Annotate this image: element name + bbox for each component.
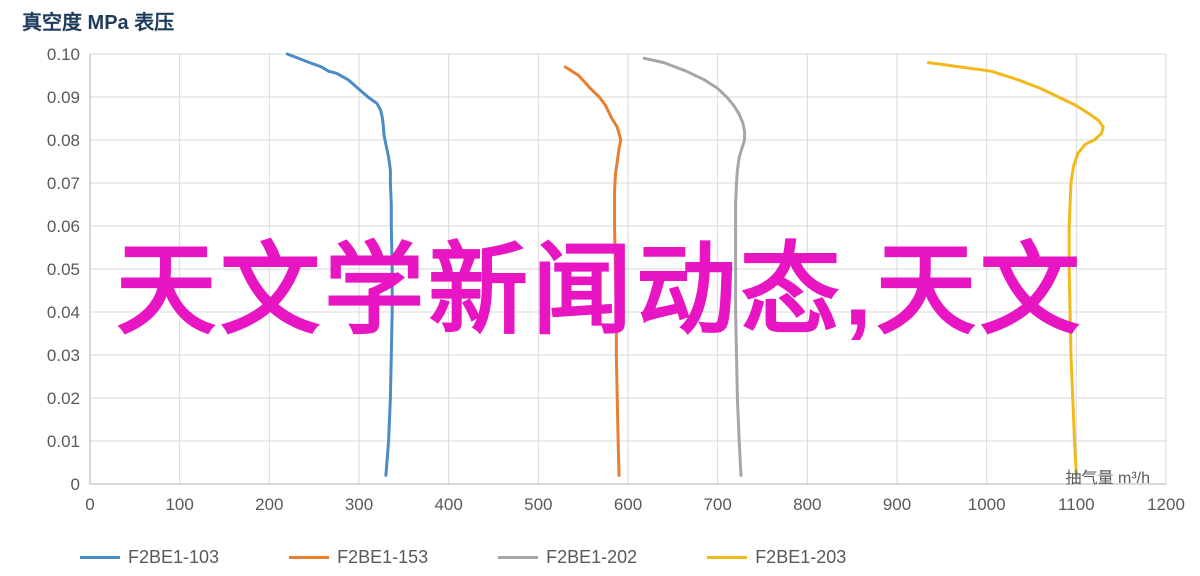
svg-text:200: 200 <box>255 495 283 514</box>
chart-svg: 0 100 200 300 400 500 600 700 800 900 1000 1100 1200… <box>10 40 1190 570</box>
chart-legend: F2BE1-103 F2BE1-153 F2BE1-202 F2BE1-203 <box>80 547 846 568</box>
legend-label: F2BE1-103 <box>128 547 219 568</box>
svg-text:0.09: 0.09 <box>47 88 80 107</box>
svg-text:0.04: 0.04 <box>47 303 80 322</box>
legend-item: F2BE1-153 <box>289 547 428 568</box>
legend-label: F2BE1-153 <box>337 547 428 568</box>
svg-text:0.05: 0.05 <box>47 260 80 279</box>
legend-item: F2BE1-202 <box>498 547 637 568</box>
svg-text:1100: 1100 <box>1058 495 1095 514</box>
legend-label: F2BE1-203 <box>755 547 846 568</box>
svg-text:0.10: 0.10 <box>47 45 80 64</box>
svg-text:1000: 1000 <box>968 495 1006 514</box>
svg-text:0.06: 0.06 <box>47 217 80 236</box>
legend-label: F2BE1-202 <box>546 547 637 568</box>
svg-text:0: 0 <box>71 475 80 494</box>
legend-swatch <box>707 556 747 559</box>
x-axis-label: 抽气量 m³/h <box>1066 464 1150 488</box>
svg-text:0.01: 0.01 <box>47 432 80 451</box>
chart-title: 真空度 MPa 表压 <box>22 6 174 35</box>
svg-text:500: 500 <box>524 495 552 514</box>
svg-text:700: 700 <box>703 495 731 514</box>
legend-swatch <box>498 556 538 559</box>
svg-text:0.03: 0.03 <box>47 346 80 365</box>
svg-text:900: 900 <box>883 495 911 514</box>
svg-text:0.07: 0.07 <box>47 174 80 193</box>
svg-text:0: 0 <box>85 495 94 514</box>
svg-text:800: 800 <box>793 495 821 514</box>
chart-container: 0 100 200 300 400 500 600 700 800 900 1000 1100 1200… <box>10 40 1190 570</box>
svg-text:300: 300 <box>345 495 373 514</box>
svg-text:100: 100 <box>165 495 193 514</box>
legend-swatch <box>289 556 329 559</box>
svg-text:0.02: 0.02 <box>47 389 80 408</box>
svg-text:1200: 1200 <box>1147 495 1185 514</box>
svg-text:0.08: 0.08 <box>47 131 80 150</box>
legend-item: F2BE1-203 <box>707 547 846 568</box>
legend-swatch <box>80 556 120 559</box>
svg-text:400: 400 <box>434 495 462 514</box>
legend-item: F2BE1-103 <box>80 547 219 568</box>
svg-text:600: 600 <box>614 495 642 514</box>
